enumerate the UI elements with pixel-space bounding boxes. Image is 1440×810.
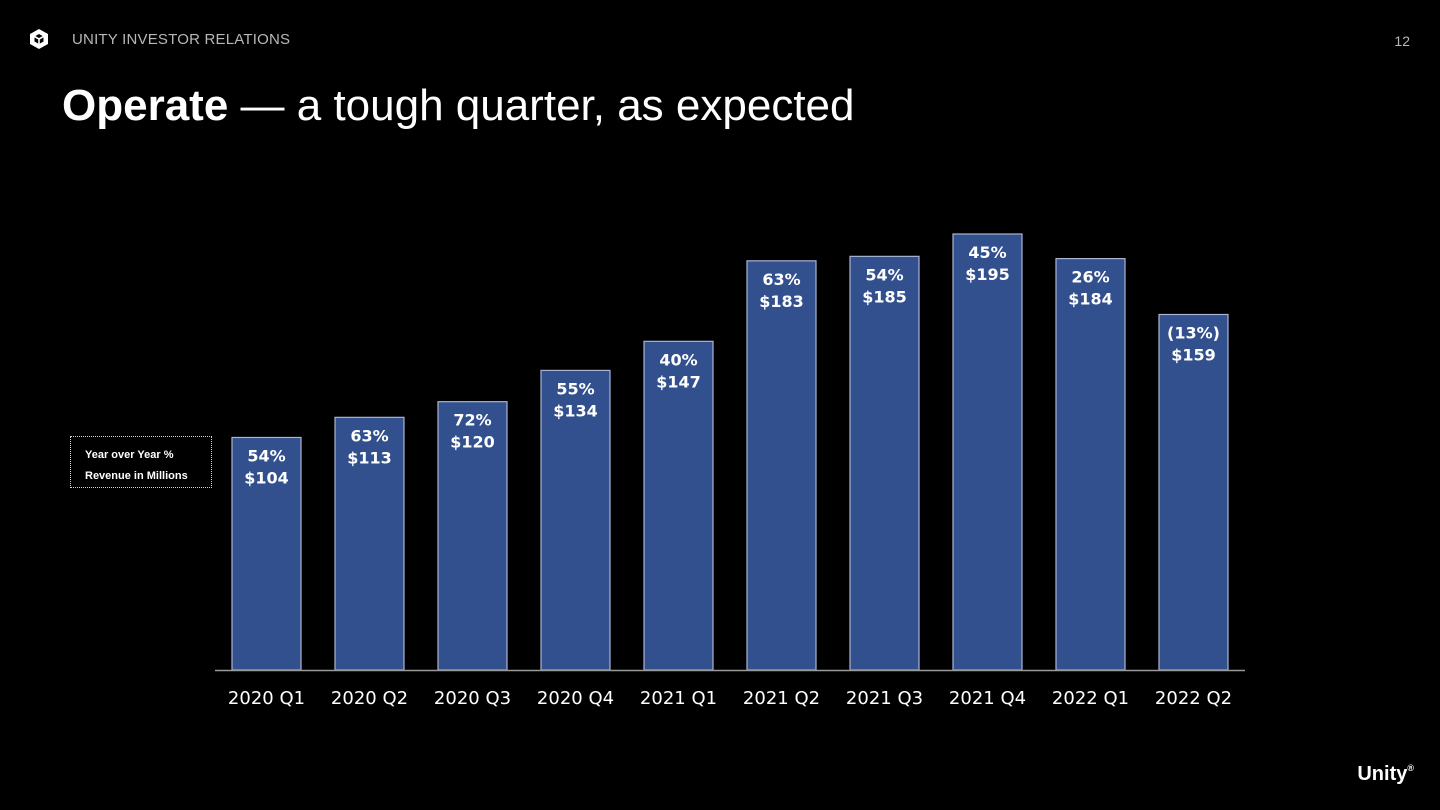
bar-2021-q2: [746, 260, 817, 671]
title-strong: Operate: [62, 81, 229, 130]
yoy-label: 72%: [453, 411, 491, 430]
x-tick-label: 2020 Q3: [434, 688, 511, 709]
value-label: $185: [862, 287, 907, 306]
x-tick-label: 2021 Q4: [949, 688, 1026, 709]
yoy-label: (13%): [1167, 323, 1220, 342]
value-label: $147: [656, 372, 701, 391]
legend-yoy-label: Year over Year %: [85, 449, 174, 461]
value-label: $113: [347, 448, 392, 467]
x-tick-label: 2021 Q3: [846, 688, 923, 709]
registered-mark: ®: [1407, 763, 1414, 773]
header: UNITY INVESTOR RELATIONS: [28, 28, 290, 50]
bar-2021-q4: [952, 233, 1023, 671]
bar-2021-q1: [643, 340, 714, 671]
yoy-label: 45%: [968, 243, 1006, 262]
x-tick-label: 2022 Q1: [1052, 688, 1129, 709]
yoy-label: 40%: [659, 350, 697, 369]
unity-wordmark-text: Unity: [1357, 763, 1408, 785]
yoy-label: 54%: [247, 446, 285, 465]
unity-wordmark: Unity®: [1357, 763, 1414, 786]
x-tick-label: 2020 Q2: [331, 688, 408, 709]
bar-2020-q3: [437, 401, 508, 671]
x-tick-label: 2020 Q4: [537, 688, 614, 709]
x-tick-label: 2020 Q1: [228, 688, 305, 709]
value-label: $159: [1171, 345, 1216, 364]
bar-2020-q2: [334, 416, 405, 671]
bar-2020-q1: [231, 436, 302, 671]
value-label: $120: [450, 433, 495, 452]
x-tick-label: 2021 Q2: [743, 688, 820, 709]
yoy-label: 26%: [1071, 268, 1109, 287]
yoy-label: 54%: [865, 265, 903, 284]
value-label: $104: [244, 468, 289, 487]
brand-label: UNITY INVESTOR RELATIONS: [72, 30, 291, 48]
page-number: 12: [1394, 33, 1410, 49]
yoy-label: 55%: [556, 379, 594, 398]
legend-revenue-label: Revenue in Millions: [85, 470, 188, 482]
chart-legend: Year over Year % Revenue in Millions: [70, 436, 212, 488]
value-label: $184: [1068, 290, 1113, 309]
bar-2022-q1: [1055, 257, 1126, 671]
yoy-label: 63%: [762, 270, 800, 289]
x-tick-label: 2022 Q2: [1155, 688, 1232, 709]
value-label: $195: [965, 265, 1010, 284]
bar-2020-q4: [540, 369, 611, 671]
slide-title: Operate — a tough quarter, as expected: [62, 80, 854, 132]
yoy-label: 63%: [350, 426, 388, 445]
bar-2021-q3: [849, 255, 920, 671]
title-rest: — a tough quarter, as expected: [228, 81, 855, 130]
x-tick-label: 2021 Q1: [640, 688, 717, 709]
unity-cube-icon: [30, 29, 48, 49]
bar-2022-q2: [1158, 313, 1229, 671]
value-label: $134: [553, 401, 598, 420]
value-label: $183: [759, 292, 804, 311]
